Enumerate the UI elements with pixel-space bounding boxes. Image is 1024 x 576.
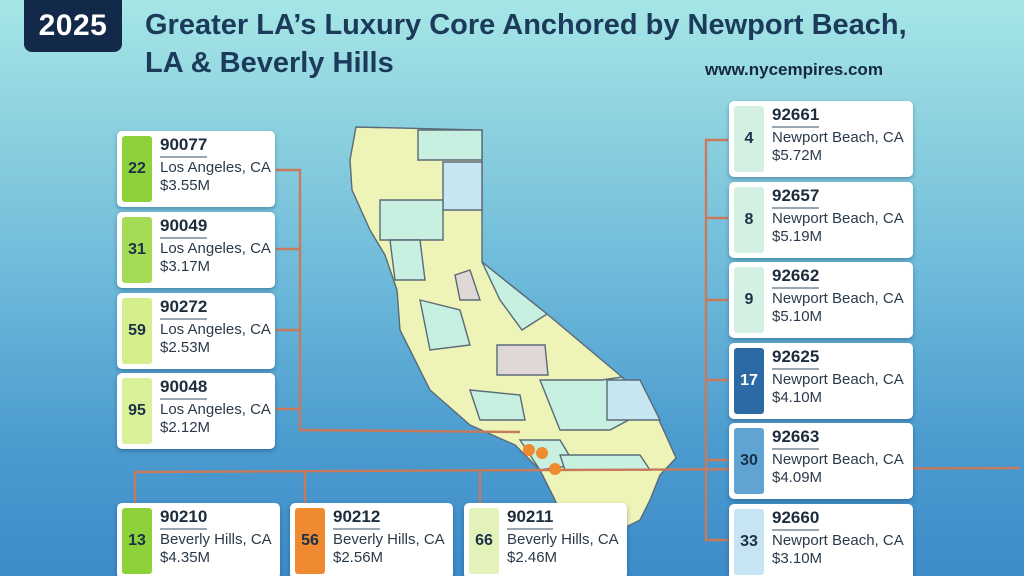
zip-code: 90272	[160, 297, 208, 320]
price-value: $3.55M	[160, 177, 211, 194]
page-title: Greater LA’s Luxury Core Anchored by New…	[145, 6, 1005, 82]
city-label: Los Angeles, CA	[160, 401, 271, 418]
zip-code: 92625	[772, 347, 820, 370]
zip-card-90272[interactable]: 59 90272 Los Angeles, CA $2.53M	[117, 293, 275, 369]
rank-badge: 56	[295, 508, 325, 574]
rank-badge: 13	[122, 508, 152, 574]
zip-code: 90048	[160, 377, 208, 400]
rank-badge: 30	[734, 428, 764, 494]
city-label: Newport Beach, CA	[772, 451, 904, 468]
zip-code: 90211	[507, 507, 554, 530]
city-label: Los Angeles, CA	[160, 240, 271, 257]
city-label: Los Angeles, CA	[160, 321, 271, 338]
zip-code: 92662	[772, 266, 820, 289]
price-value: $3.10M	[772, 550, 823, 567]
zip-code: 90077	[160, 135, 208, 158]
zip-code: 90210	[160, 507, 208, 530]
zip-card-92660[interactable]: 33 92660 Newport Beach, CA $3.10M	[729, 504, 913, 576]
rank-badge: 22	[122, 136, 152, 202]
rank-badge: 95	[122, 378, 152, 444]
city-label: Beverly Hills, CA	[160, 531, 272, 548]
city-label: Los Angeles, CA	[160, 159, 271, 176]
city-label: Newport Beach, CA	[772, 129, 904, 146]
title-line-1: Greater LA’s Luxury Core Anchored by New…	[145, 9, 907, 41]
zip-card-90212[interactable]: 56 90212 Beverly Hills, CA $2.56M	[290, 503, 453, 576]
price-value: $4.35M	[160, 549, 211, 566]
price-value: $5.72M	[772, 147, 823, 164]
zip-code: 90049	[160, 216, 208, 239]
price-value: $2.53M	[160, 339, 211, 356]
zip-card-90210[interactable]: 13 90210 Beverly Hills, CA $4.35M	[117, 503, 280, 576]
rank-badge: 66	[469, 508, 499, 574]
rank-badge: 31	[122, 217, 152, 283]
price-value: $4.09M	[772, 469, 823, 486]
price-value: $2.46M	[507, 549, 558, 566]
price-value: $5.10M	[772, 308, 823, 325]
zip-card-90048[interactable]: 95 90048 Los Angeles, CA $2.12M	[117, 373, 275, 449]
rank-badge: 17	[734, 348, 764, 414]
zip-code: 92657	[772, 186, 820, 209]
zip-card-90049[interactable]: 31 90049 Los Angeles, CA $3.17M	[117, 212, 275, 288]
zip-card-92625[interactable]: 17 92625 Newport Beach, CA $4.10M	[729, 343, 913, 419]
price-value: $4.10M	[772, 389, 823, 406]
rank-badge: 9	[734, 267, 764, 333]
website-link[interactable]: www.nycempires.com	[705, 60, 883, 79]
zip-card-92663[interactable]: 30 92663 Newport Beach, CA $4.09M	[729, 423, 913, 499]
price-value: $3.17M	[160, 258, 211, 275]
price-value: $5.19M	[772, 228, 823, 245]
rank-badge: 59	[122, 298, 152, 364]
price-value: $2.56M	[333, 549, 384, 566]
city-label: Beverly Hills, CA	[507, 531, 619, 548]
title-line-2: LA & Beverly Hills	[145, 47, 394, 79]
rank-badge: 8	[734, 187, 764, 253]
zip-code: 90212	[333, 507, 381, 530]
zip-code: 92660	[772, 508, 820, 531]
zip-card-90211[interactable]: 66 90211 Beverly Hills, CA $2.46M	[464, 503, 627, 576]
price-value: $2.12M	[160, 419, 211, 436]
zip-card-92657[interactable]: 8 92657 Newport Beach, CA $5.19M	[729, 182, 913, 258]
zip-code: 92663	[772, 427, 820, 450]
zip-card-92662[interactable]: 9 92662 Newport Beach, CA $5.10M	[729, 262, 913, 338]
rank-badge: 33	[734, 509, 764, 575]
city-label: Newport Beach, CA	[772, 532, 904, 549]
year-badge: 2025	[24, 0, 122, 52]
zip-code: 92661	[772, 105, 820, 128]
rank-badge: 4	[734, 106, 764, 172]
zip-card-92661[interactable]: 4 92661 Newport Beach, CA $5.72M	[729, 101, 913, 177]
city-label: Newport Beach, CA	[772, 371, 904, 388]
city-label: Newport Beach, CA	[772, 290, 904, 307]
city-label: Newport Beach, CA	[772, 210, 904, 227]
city-label: Beverly Hills, CA	[333, 531, 445, 548]
zip-card-90077[interactable]: 22 90077 Los Angeles, CA $3.55M	[117, 131, 275, 207]
